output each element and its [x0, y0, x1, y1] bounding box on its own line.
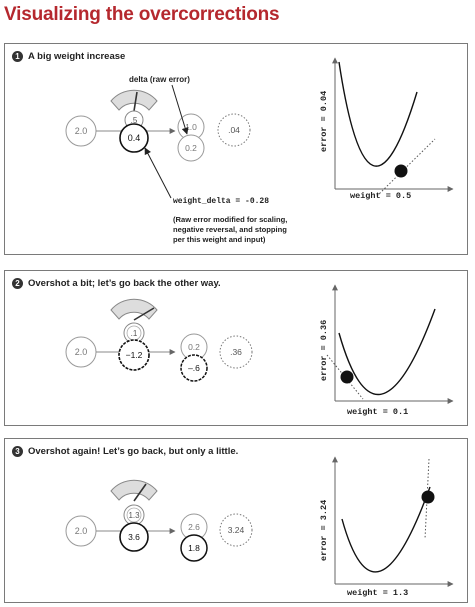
- weight-delta-annotation: weight_delta = -0.28: [173, 197, 269, 206]
- weight-delta-node-value: −1.2: [126, 350, 143, 360]
- panel-heading-text: Overshot a bit; let’s go back the other …: [28, 278, 221, 289]
- delta-value: –.6: [188, 363, 200, 373]
- weight-value: .5: [131, 116, 138, 125]
- gauge-needle: [133, 91, 138, 112]
- slope-line: [424, 458, 430, 540]
- graph-x-label: weight = 0.5: [350, 191, 411, 201]
- prediction-value: 0.2: [188, 342, 200, 352]
- panel-heading: 2 Overshot a bit; let’s go back the other…: [12, 278, 221, 289]
- panel-heading: 3 Overshot again! Let’s go back, but only…: [12, 446, 238, 457]
- graph-x-label: weight = 1.3: [347, 588, 408, 598]
- goal-node: [217, 113, 251, 147]
- weight-delta-node: [119, 522, 149, 552]
- goal-value: .36: [230, 347, 242, 357]
- input-value: 2.0: [75, 347, 88, 357]
- input-value: 2.0: [75, 526, 88, 536]
- note-line-3: per this weight and input): [173, 235, 266, 244]
- error-curve: [341, 486, 431, 573]
- graph-y-label: error = 3.24: [319, 500, 329, 561]
- prediction-value: 1.0: [185, 122, 197, 132]
- panel-heading-text: A big weight increase: [28, 51, 126, 62]
- delta-annotation: delta (raw error): [129, 75, 190, 84]
- weight-delta-node-value: 0.4: [128, 133, 141, 143]
- graph-y-label: error = 0.36: [319, 320, 329, 381]
- delta-value: 1.8: [188, 543, 200, 553]
- error-curve: [338, 61, 418, 167]
- current-weight-point: [394, 164, 408, 178]
- note-line-1: (Raw error modified for scaling,: [173, 215, 287, 224]
- panel-step-2: 2 Overshot a bit; let’s go back the other…: [4, 270, 468, 426]
- step-number-badge: 3: [12, 446, 23, 457]
- weight-gauge-icon: [110, 479, 158, 501]
- weight-delta-node: [118, 339, 150, 371]
- input-value: 2.0: [75, 126, 88, 136]
- panel-heading-text: Overshot again! Let’s go back, but only …: [28, 446, 239, 457]
- current-weight-point: [340, 370, 354, 384]
- weight-value: 1.3: [128, 511, 140, 520]
- weight-delta-node: [119, 123, 149, 153]
- delta-node: [180, 534, 208, 562]
- network-diagram: 2.0 .1 −1.2 0.2 –.6 .36 error = 0.36 wei…: [65, 284, 454, 417]
- weight-value: .1: [131, 329, 138, 338]
- goal-value: 3.24: [228, 525, 245, 535]
- delta-node: [177, 134, 205, 162]
- weight-delta-node-value: 3.6: [128, 532, 140, 542]
- panel-step-1: 1 A big weight increase 2.0 .5 0.4 1.0 0.…: [4, 43, 468, 255]
- delta-value: 0.2: [185, 143, 197, 153]
- network-diagram: 2.0 1.3 3.6 2.6 1.8 3.24 error = 3.24 we…: [65, 456, 454, 598]
- gauge-needle: [133, 307, 155, 321]
- goal-value: .04: [228, 125, 240, 135]
- current-weight-point: [421, 490, 435, 504]
- weight-gauge-icon: [110, 298, 158, 320]
- network-diagram: 2.0 .5 0.4 1.0 0.2 .04 delta (raw error)…: [65, 57, 454, 244]
- delta-node: [180, 354, 208, 382]
- step-number-badge: 2: [12, 278, 23, 289]
- delta-annotation-arrow: [171, 84, 189, 135]
- weight-delta-annotation-arrow: [144, 147, 172, 199]
- weight-node-inner: [126, 507, 142, 523]
- prediction-value: 2.6: [188, 522, 200, 532]
- gauge-needle: [133, 483, 147, 502]
- graph-x-label: weight = 0.1: [347, 407, 408, 417]
- weight-gauge-icon: [110, 89, 158, 111]
- error-graph: error = 0.04 weight = 0.5: [319, 57, 454, 201]
- graph-y-label: error = 0.04: [319, 91, 329, 152]
- error-curve: [338, 308, 436, 396]
- goal-node: [219, 513, 253, 547]
- error-graph: error = 0.36 weight = 0.1: [319, 284, 454, 417]
- step-number-badge: 1: [12, 51, 23, 62]
- error-graph: error = 3.24 weight = 1.3: [319, 456, 454, 598]
- panel-step-3: 3 Overshot again! Let’s go back, but only…: [4, 438, 468, 603]
- note-line-2: negative reversal, and stopping: [173, 225, 287, 234]
- panel-heading: 1 A big weight increase: [12, 51, 125, 62]
- slope-line: [376, 138, 436, 197]
- goal-node: [219, 335, 253, 369]
- page-title: Visualizing the overcorrections: [4, 4, 280, 25]
